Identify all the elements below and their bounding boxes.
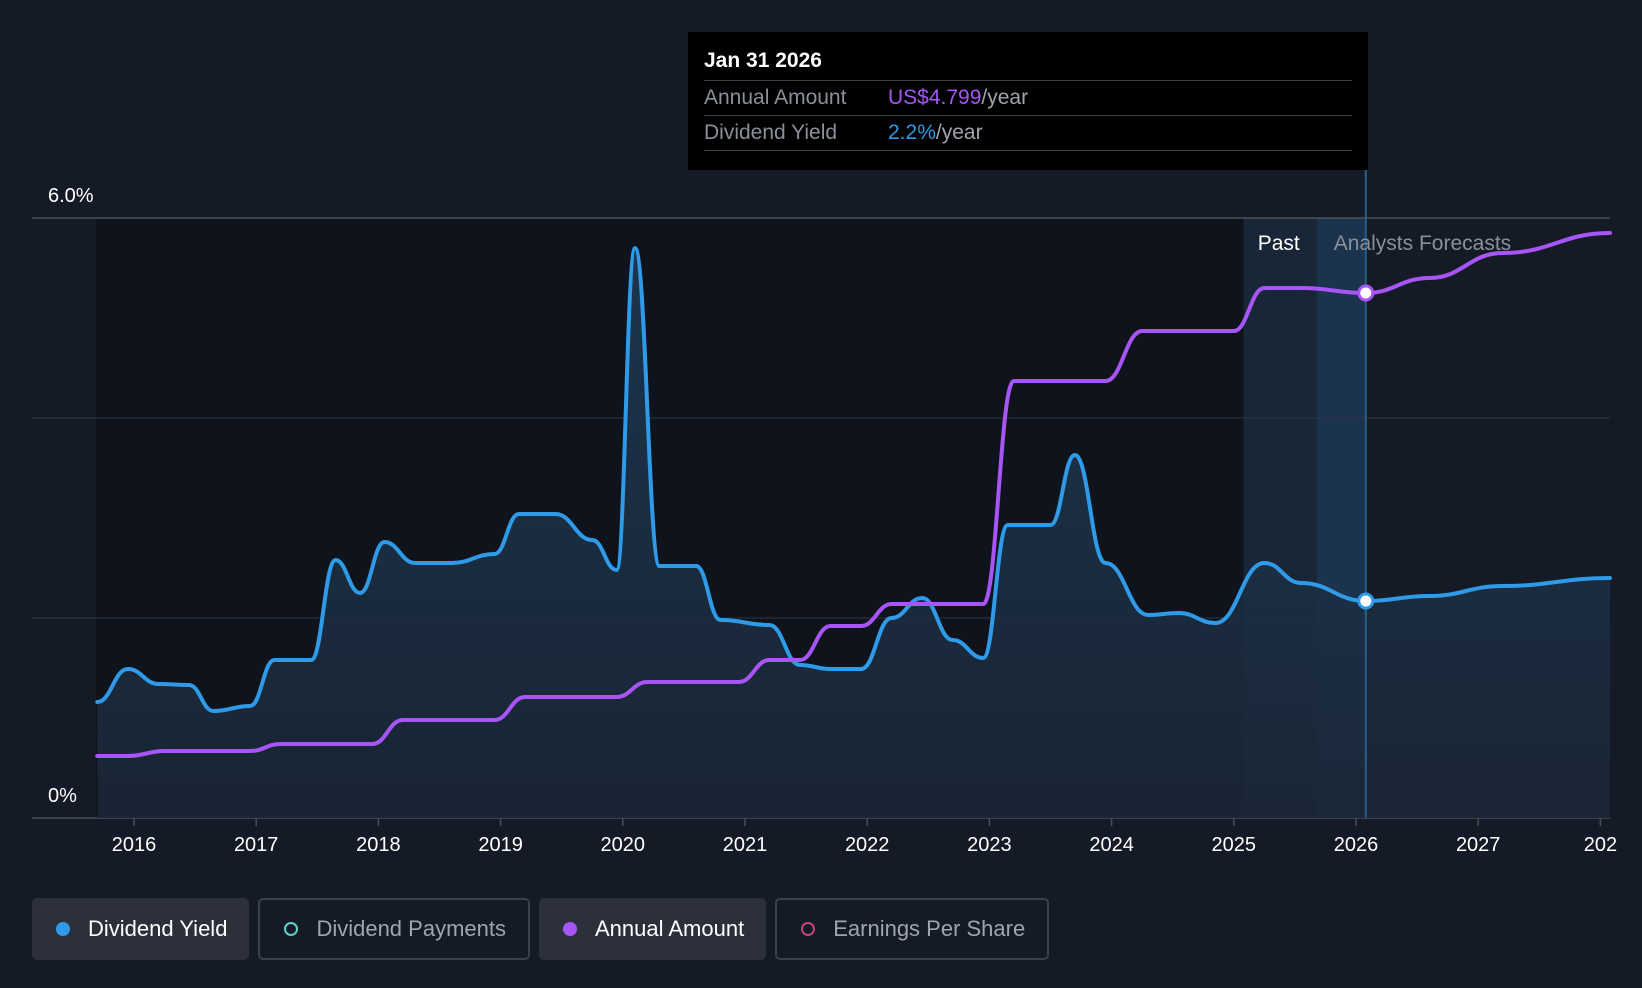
- x-tick-label: 2017: [234, 834, 279, 856]
- tooltip-unit: /year: [935, 121, 983, 144]
- legend-item-earnings-per-share[interactable]: Earnings Per Share: [775, 898, 1050, 960]
- dividend-yield-area: [97, 248, 1610, 818]
- dividend-yield-line: [95, 246, 1612, 713]
- x-tick-label: 2019: [478, 834, 523, 856]
- dividend-yield-marker: [1357, 592, 1375, 610]
- legend-item-annual-amount[interactable]: Annual Amount: [538, 898, 767, 960]
- tooltip-label: Annual Amount: [704, 86, 847, 109]
- past-region-label: Past: [1258, 232, 1300, 255]
- legend-label: Annual Amount: [594, 916, 745, 941]
- tooltip-row-dividend-yield: Dividend Yield 2.2% /year: [704, 116, 1352, 151]
- x-tick-label: 2016: [112, 834, 157, 856]
- x-tick-label: 2018: [356, 834, 401, 856]
- x-tick-label: 2025: [1212, 834, 1257, 856]
- tooltip-value: US$4.799: [888, 86, 982, 109]
- legend-dot-icon: [562, 922, 577, 936]
- tooltip-label: Dividend Yield: [704, 121, 838, 144]
- x-tick-label: 2026: [1334, 834, 1379, 856]
- legend-item-dividend-yield[interactable]: Dividend Yield: [32, 898, 250, 960]
- x-tick-label: 2027: [1456, 834, 1501, 856]
- tooltip-unit: /year: [981, 86, 1029, 109]
- y-tick-label: 6.0%: [48, 185, 94, 207]
- annual-amount-marker: [1357, 284, 1375, 302]
- x-tick-label: 202: [1584, 834, 1617, 856]
- y-tick-label: 0%: [48, 785, 77, 807]
- legend-item-dividend-payments[interactable]: Dividend Payments: [258, 898, 530, 960]
- forecast-region-label: Analysts Forecasts: [1334, 232, 1511, 255]
- x-tick-label: 2022: [845, 834, 890, 856]
- chart-tooltip: Jan 31 2026 Annual Amount US$4.799 /year…: [688, 32, 1368, 170]
- x-tick-label: 2020: [601, 834, 646, 856]
- tooltip-value: 2.2%: [888, 121, 936, 144]
- annual-amount-line: [95, 231, 1612, 758]
- legend-label: Earnings Per Share: [833, 916, 1026, 941]
- legend-ring-icon: [284, 922, 299, 936]
- x-tick-label: 2024: [1089, 834, 1134, 856]
- tooltip-date: Jan 31 2026: [704, 46, 1352, 81]
- legend-label: Dividend Yield: [88, 916, 228, 941]
- tooltip-row-annual-amount: Annual Amount US$4.799 /year: [704, 81, 1352, 116]
- legend-ring-icon: [801, 922, 816, 936]
- x-tick-label: 2023: [967, 834, 1012, 856]
- chart-legend: Dividend Yield Dividend Payments Annual …: [32, 898, 1050, 960]
- legend-label: Dividend Payments: [316, 916, 506, 941]
- x-tick-label: 2021: [723, 834, 768, 856]
- legend-dot-icon: [56, 922, 70, 936]
